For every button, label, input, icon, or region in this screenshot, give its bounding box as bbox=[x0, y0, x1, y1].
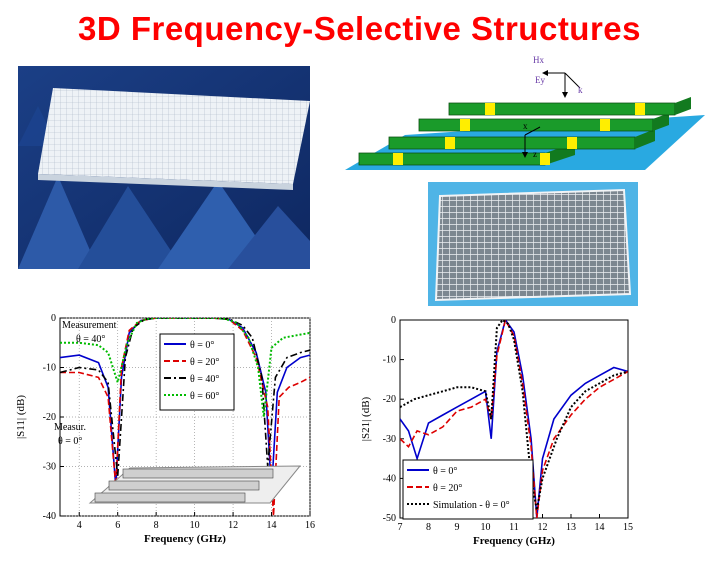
svg-text:Hx: Hx bbox=[533, 55, 544, 65]
green-strip bbox=[388, 129, 655, 150]
y-tick-label: -10 bbox=[43, 363, 56, 374]
x-tick-label: 10 bbox=[190, 520, 200, 531]
y-tick-label: -30 bbox=[383, 434, 396, 445]
legend-entry: θ = 20° bbox=[190, 357, 219, 368]
y-tick-label: -20 bbox=[383, 394, 396, 405]
series-line-2 bbox=[60, 318, 310, 477]
page-title: 3D Frequency-Selective Structures bbox=[77, 10, 642, 47]
green-strip bbox=[448, 97, 691, 116]
x-axis-label: Frequency (GHz) bbox=[144, 533, 226, 545]
y-tick-label: 0 bbox=[51, 313, 56, 324]
y-axis-label: |S21| (dB) bbox=[360, 396, 372, 441]
svg-text:z: z bbox=[533, 149, 537, 159]
inset-layer bbox=[108, 480, 260, 491]
fabricated-fss-photo bbox=[428, 182, 638, 306]
series-line-3 bbox=[60, 318, 310, 418]
legend-entry: θ = 20° bbox=[433, 483, 462, 494]
y-axis-label: |S11| (dB) bbox=[15, 395, 27, 439]
y-tick-label: -10 bbox=[383, 355, 396, 366]
annotation: Measur. bbox=[54, 422, 86, 433]
y-tick-label: -40 bbox=[43, 511, 56, 522]
x-tick-label: 8 bbox=[426, 522, 431, 533]
inset-layer bbox=[122, 468, 274, 479]
x-axis-label: Frequency (GHz) bbox=[473, 535, 555, 547]
svg-text:x: x bbox=[523, 121, 528, 131]
x-tick-label: 14 bbox=[595, 522, 605, 533]
inset-layer bbox=[94, 492, 246, 503]
legend-entry: θ = 0° bbox=[190, 340, 214, 351]
annotation: Measurement bbox=[62, 320, 117, 331]
x-tick-label: 9 bbox=[455, 522, 460, 533]
series-line-2 bbox=[400, 320, 628, 511]
k-vector-arrow bbox=[564, 72, 581, 89]
x-tick-label: 6 bbox=[115, 520, 120, 531]
green-strip bbox=[418, 113, 669, 132]
x-tick-label: 12 bbox=[538, 522, 548, 533]
annotation: θ = 40° bbox=[76, 334, 105, 345]
y-tick-label: -30 bbox=[43, 462, 56, 473]
x-tick-label: 10 bbox=[481, 522, 491, 533]
x-tick-label: 15 bbox=[623, 522, 633, 533]
y-tick-label: -20 bbox=[43, 412, 56, 423]
y-tick-label: -40 bbox=[383, 473, 396, 484]
legend-box bbox=[159, 333, 235, 411]
fss-structure-diagram: Hx Ey k bbox=[345, 45, 705, 175]
series-line-1 bbox=[60, 318, 310, 516]
s21-chart: 7 8 9 10 11 12 13 14 15 0 -10 -20 -30 -40 -50 Frequency… bbox=[355, 308, 645, 558]
x-tick-label: 4 bbox=[77, 520, 82, 531]
legend-entry: θ = 60° bbox=[190, 391, 219, 402]
x-tick-label: 16 bbox=[305, 520, 315, 531]
x-tick-label: 12 bbox=[228, 520, 238, 531]
anechoic-chamber-photo bbox=[18, 66, 310, 269]
x-tick-label: 14 bbox=[267, 520, 277, 531]
s11-chart: 4 6 8 10 12 14 16 0 -10 -20 -30 -40 Frequency (GHz) |… bbox=[10, 308, 320, 558]
annotation: θ = 0° bbox=[58, 436, 82, 447]
x-tick-label: 13 bbox=[566, 522, 576, 533]
series-line-1 bbox=[400, 320, 628, 518]
legend-entry: Simulation - θ = 0° bbox=[433, 500, 510, 511]
x-tick-label: 11 bbox=[509, 522, 519, 533]
y-tick-label: 0 bbox=[391, 315, 396, 326]
green-strip bbox=[358, 143, 575, 166]
legend-entry: θ = 40° bbox=[190, 374, 219, 385]
legend-entry: θ = 0° bbox=[433, 466, 457, 477]
x-tick-label: 8 bbox=[154, 520, 159, 531]
svg-text:k: k bbox=[578, 85, 583, 95]
y-tick-label: -50 bbox=[383, 513, 396, 524]
svg-text:Ey: Ey bbox=[535, 75, 545, 85]
x-tick-label: 7 bbox=[398, 522, 403, 533]
